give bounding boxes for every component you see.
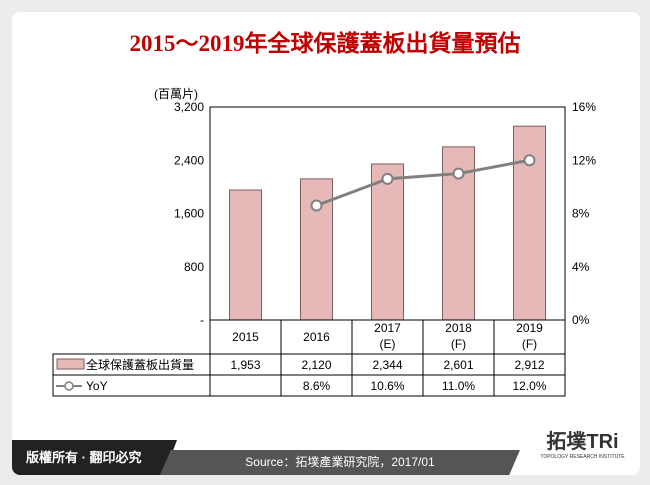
yoy-value-label: 12.0% xyxy=(512,379,546,393)
logo: 拓墣TRi TOPOLOGY RESEARCH INSTITUTE xyxy=(535,425,630,460)
y-tick-label: 3,200 xyxy=(174,100,204,114)
y-tick-label: 1,600 xyxy=(174,207,204,221)
x-tick-label: 2015 xyxy=(232,330,259,344)
yoy-point xyxy=(452,167,465,180)
source: Source：拓墣產業研究院，2017/01 xyxy=(160,450,520,475)
y-tick-label: - xyxy=(200,313,204,327)
yoy-point xyxy=(381,172,394,185)
y2-tick-label: 4% xyxy=(572,260,590,274)
legend-bar-label: 全球保護蓋板出貨量 xyxy=(86,357,194,372)
x-tick-label: (F) xyxy=(522,337,537,351)
logo-text: 拓墣TRi xyxy=(546,431,619,453)
x-tick-label: 2019 xyxy=(516,321,543,335)
x-tick-label: 2016 xyxy=(303,330,330,344)
yoy-value-label: 8.6% xyxy=(303,379,331,393)
bar-value-label: 2,344 xyxy=(372,358,402,372)
bar-value-label: 2,912 xyxy=(514,358,544,372)
copyright: 版權所有 · 翻印必究 xyxy=(12,440,177,475)
x-tick-label: 2017 xyxy=(374,321,401,335)
y2-tick-label: 16% xyxy=(572,100,596,114)
y2-tick-label: 0% xyxy=(572,313,590,327)
x-tick-label: 2018 xyxy=(445,321,472,335)
yoy-point xyxy=(523,154,536,167)
bar xyxy=(229,189,262,321)
y2-tick-label: 12% xyxy=(572,153,596,167)
x-tick-label: (E) xyxy=(380,337,396,351)
yoy-line xyxy=(315,158,530,207)
legend-bar-swatch xyxy=(56,358,85,370)
legend-line-label: YoY xyxy=(86,379,108,393)
chart-title: 2015～2019年全球保護蓋板出貨量預估 xyxy=(129,31,521,56)
y-tick-label: 800 xyxy=(184,260,204,274)
x-tick-label: (F) xyxy=(451,337,466,351)
yoy-value-label: 11.0% xyxy=(442,379,475,393)
legend-line-marker xyxy=(64,381,74,391)
bar-value-label: 2,120 xyxy=(301,358,331,372)
bar-value-label: 1,953 xyxy=(230,358,260,372)
logo-sub: TOPOLOGY RESEARCH INSTITUTE xyxy=(540,454,625,460)
y2-tick-label: 8% xyxy=(572,207,590,221)
yoy-value-label: 10.6% xyxy=(370,379,404,393)
bar xyxy=(371,163,404,321)
y-axis-label: (百萬片) xyxy=(154,87,198,101)
yoy-point xyxy=(310,199,323,212)
bar-value-label: 2,601 xyxy=(443,358,473,372)
y-tick-label: 2,400 xyxy=(174,153,204,167)
